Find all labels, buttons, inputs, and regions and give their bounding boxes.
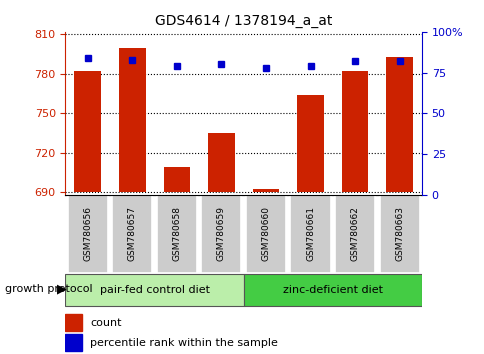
Text: percentile rank within the sample: percentile rank within the sample (90, 337, 278, 348)
Bar (156, 195, 197, 273)
Bar (243, 274, 421, 306)
Bar (252, 189, 279, 192)
Bar (208, 133, 234, 192)
Bar (290, 195, 330, 273)
Text: GSM780663: GSM780663 (394, 206, 403, 261)
Bar (65, 314, 81, 331)
Title: GDS4614 / 1378194_a_at: GDS4614 / 1378194_a_at (155, 14, 332, 28)
Bar (65, 274, 243, 306)
Bar (379, 195, 419, 273)
Text: GSM780660: GSM780660 (261, 206, 270, 261)
Text: GSM780662: GSM780662 (350, 206, 359, 261)
Bar (245, 195, 286, 273)
Text: GSM780656: GSM780656 (83, 206, 92, 261)
Text: GSM780657: GSM780657 (128, 206, 136, 261)
Text: GSM780659: GSM780659 (216, 206, 226, 261)
Text: growth protocol: growth protocol (5, 284, 92, 293)
Bar (341, 71, 368, 192)
Bar (163, 167, 190, 192)
Bar (74, 71, 101, 192)
Bar (201, 195, 241, 273)
Text: GSM780658: GSM780658 (172, 206, 181, 261)
Bar (68, 195, 107, 273)
Bar (112, 195, 152, 273)
Bar (65, 335, 81, 350)
Bar (334, 195, 375, 273)
Bar (385, 57, 412, 192)
Bar (297, 95, 323, 192)
Text: count: count (90, 318, 121, 327)
Text: GSM780661: GSM780661 (305, 206, 315, 261)
Bar (119, 48, 145, 192)
Text: zinc-deficient diet: zinc-deficient diet (282, 285, 382, 295)
Text: pair-fed control diet: pair-fed control diet (99, 285, 209, 295)
Text: ▶: ▶ (57, 282, 67, 295)
